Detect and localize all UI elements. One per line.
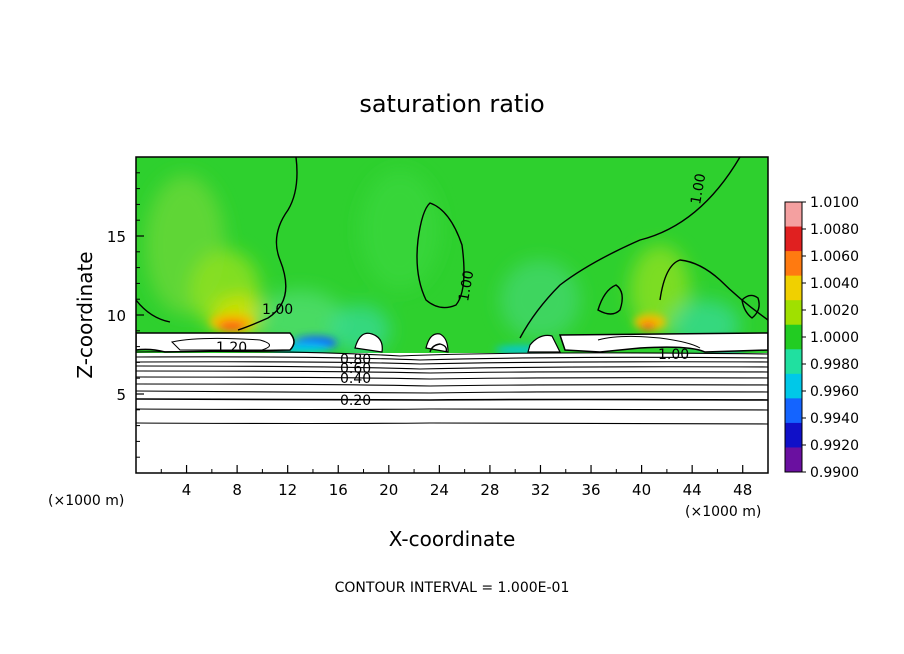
contour-label: 0.60 [340, 361, 371, 377]
plot-area [136, 157, 768, 473]
x-tick-label: 8 [232, 481, 242, 499]
contour-label: 1.20 [216, 340, 247, 356]
contour-interval-note: CONTOUR INTERVAL = 1.000E-01 [335, 580, 570, 596]
y-axis-ticks: 5 10 15 [107, 172, 144, 458]
x-axis-label: X-coordinate [389, 527, 516, 551]
y-axis-label: Z-coordinate [73, 251, 97, 378]
colorbar-swatch [785, 373, 802, 399]
contour-label: 0.80 [340, 352, 371, 368]
colorbar-swatch [785, 275, 802, 301]
contour-lines-upper [136, 157, 768, 353]
colorbar-swatch [785, 447, 802, 473]
x-tick-label: 20 [379, 481, 398, 499]
colorbar-label: 1.0020 [810, 303, 859, 319]
colorbar-label: 1.0000 [810, 330, 859, 346]
y-tick-label: 5 [116, 386, 126, 404]
contour-lines-lower [136, 350, 768, 425]
x-tick-label: 48 [733, 481, 752, 499]
contour-label: 0.40 [340, 371, 371, 387]
contour-label: 1.00 [262, 302, 293, 318]
x-axis-ticks: 4 8 12 16 20 24 28 32 36 40 44 48 [160, 465, 752, 499]
field-variations [145, 170, 740, 355]
x-tick-label: 24 [430, 481, 449, 499]
colorbar-label: 0.9980 [810, 357, 859, 373]
contour-label: 1.00 [456, 269, 477, 302]
colorbar-swatch [785, 300, 802, 326]
cloud-pockets [136, 332, 768, 353]
x-tick-label: 16 [329, 481, 348, 499]
colorbar-label: 0.9940 [810, 411, 859, 427]
colorbar-label: 1.0040 [810, 276, 859, 292]
colorbar-swatch [785, 349, 802, 375]
colorbar-label: 0.9900 [810, 465, 859, 481]
colorbar-label: 1.0080 [810, 222, 859, 238]
contour-label: 0.20 [340, 393, 371, 409]
contour-label: 1.00 [658, 347, 689, 363]
colorbar-label: 1.0100 [810, 195, 859, 211]
y-tick-label: 10 [107, 307, 126, 325]
chart-title: saturation ratio [359, 90, 544, 118]
colorbar-label: 0.9920 [810, 438, 859, 454]
x-tick-label: 44 [683, 481, 702, 499]
x-tick-label: 32 [531, 481, 550, 499]
x-tick-label: 12 [278, 481, 297, 499]
colorbar-labels: 1.0100 1.0080 1.0060 1.0040 1.0020 1.0000 0.99… [802, 195, 859, 481]
contour-labels: 1.00 1.00 1.00 1.00 1.20 0.80 0.60 0.40 … [216, 172, 709, 409]
x-tick-label: 4 [182, 481, 192, 499]
colorbar [784, 201, 803, 473]
x-tick-label: 40 [632, 481, 651, 499]
colorbar-swatch [785, 251, 802, 277]
x-tick-label: 36 [581, 481, 600, 499]
colorbar-label: 0.9960 [810, 384, 859, 400]
colorbar-swatch [785, 324, 802, 350]
x-unit-left: (×1000 m) [48, 493, 124, 509]
colorbar-swatch [785, 202, 802, 228]
colorbar-label: 1.0060 [810, 249, 859, 265]
colorbar-swatch [785, 422, 802, 448]
y-tick-label: 15 [107, 228, 126, 246]
contour-label: 1.00 [688, 172, 709, 205]
x-tick-label: 28 [480, 481, 499, 499]
colorbar-swatch [785, 398, 802, 424]
colorbar-swatch [785, 226, 802, 252]
x-unit-right: (×1000 m) [685, 504, 761, 520]
